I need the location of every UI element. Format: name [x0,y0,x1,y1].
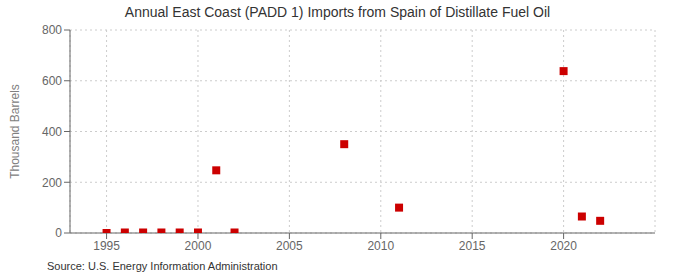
svg-text:2010: 2010 [367,239,394,253]
svg-text:200: 200 [42,176,62,190]
svg-text:2000: 2000 [185,239,212,253]
html-text:Source: U.S. Energy Informatio: Source: U.S. Energy Information Administ… [47,260,278,272]
svg-text:600: 600 [42,74,62,88]
svg-text:2015: 2015 [459,239,486,253]
svg-text:800: 800 [42,24,62,37]
svg-text:0: 0 [55,226,62,240]
svg-text:1995: 1995 [93,239,120,253]
svg-text:400: 400 [42,125,62,139]
svg-text:2005: 2005 [276,239,303,253]
svg-text:2020: 2020 [550,239,577,253]
html-text:Annual East Coast (PADD 1) Imp: Annual East Coast (PADD 1) Imports from … [124,4,551,20]
svg-text:Thousand Barrels: Thousand Barrels [8,84,22,179]
